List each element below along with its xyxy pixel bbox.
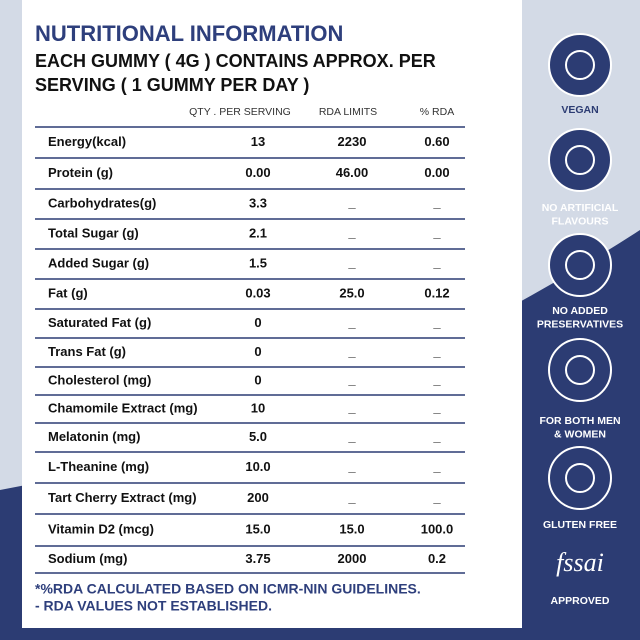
badge-label: NO ADDED [552,305,608,317]
badge-circle [548,446,612,510]
cell: 3.75 [245,551,270,566]
cell: _ [432,429,441,444]
cell: _ [432,490,441,505]
badge-circle [548,33,612,97]
column-header: QTY . PER SERVING [189,106,291,118]
badge-icon [565,355,595,385]
cell: 15.0 [245,521,270,536]
cell: _ [347,255,356,270]
cell: 10 [251,400,265,415]
cell: 13 [251,134,265,149]
row-label: Chamomile Extract (mg) [48,400,198,415]
cell: _ [347,490,356,505]
badge-label: GLUTEN FREE [543,519,617,531]
badge-label: FLAVOURS [552,215,609,227]
badge-label: VEGAN [561,104,598,116]
cell: 100.0 [421,521,454,536]
row-label: Energy(kcal) [48,134,126,149]
row-label: Added Sugar (g) [48,255,149,270]
cell: 46.00 [336,165,369,180]
row-label: Cholesterol (mg) [48,372,151,387]
row-label: Trans Fat (g) [48,344,126,359]
panel [22,0,522,628]
cell: 2.1 [249,225,267,240]
column-header: % RDA [420,106,454,118]
subtitle: EACH GUMMY ( 4G ) CONTAINS APPROX. PER [35,51,436,71]
row-label: Sodium (mg) [48,551,127,566]
row-label: Tart Cherry Extract (mg) [48,490,197,505]
cell: 0 [254,344,261,359]
badge-circle [548,128,612,192]
footnote: *%RDA CALCULATED BASED ON ICMR-NIN GUIDE… [35,581,421,597]
cell: _ [347,459,356,474]
column-header: RDA LIMITS [319,106,377,118]
cell: 200 [247,490,269,505]
cell: _ [347,400,356,415]
cell: _ [432,315,441,330]
cell: 10.0 [245,459,270,474]
cell: 0 [254,315,261,330]
cell: 0.12 [424,285,449,300]
badge-icon [565,145,595,175]
title: NUTRITIONAL INFORMATION [35,21,343,46]
cell: 0.60 [424,134,449,149]
row-label: L-Theanine (mg) [48,459,149,474]
cell: 5.0 [249,429,267,444]
row-label: Protein (g) [48,165,113,180]
badge-label: PRESERVATIVES [537,318,623,330]
badge-circle [548,338,612,402]
cell: _ [347,225,356,240]
cell: _ [432,400,441,415]
badge-icon [565,50,595,80]
cell: _ [347,372,356,387]
badge-label: FOR BOTH MEN [539,415,620,427]
badge-label: APPROVED [551,595,610,607]
badge-label: & WOMEN [554,428,606,440]
badge-circle [548,233,612,297]
cell: 0.2 [428,551,446,566]
cell: _ [347,195,356,210]
cell: 3.3 [249,195,267,210]
cell: _ [432,255,441,270]
cell: _ [432,225,441,240]
subtitle: SERVING ( 1 GUMMY PER DAY ) [35,75,309,95]
cell: 2230 [338,134,367,149]
cell: 1.5 [249,255,267,270]
cell: 0 [254,372,261,387]
cell: _ [347,429,356,444]
cell: _ [432,372,441,387]
cell: _ [347,315,356,330]
cell: _ [432,344,441,359]
cell: 15.0 [339,521,364,536]
cell: 2000 [338,551,367,566]
row-label: Carbohydrates(g) [48,195,156,210]
row-label: Melatonin (mg) [48,429,140,444]
footnote: - RDA VALUES NOT ESTABLISHED. [35,598,272,614]
cell: 0.00 [245,165,270,180]
row-label: Vitamin D2 (mcg) [48,521,154,536]
cell: _ [347,344,356,359]
cell: 0.03 [245,285,270,300]
logo: fssai [556,548,604,577]
badge-label: NO ARTIFICIAL [542,202,619,214]
cell: 25.0 [339,285,364,300]
row-label: Fat (g) [48,285,88,300]
badge-icon [565,250,595,280]
cell: 0.00 [424,165,449,180]
row-label: Saturated Fat (g) [48,315,151,330]
cell: _ [432,195,441,210]
cell: _ [432,459,441,474]
row-label: Total Sugar (g) [48,225,139,240]
badge-icon [565,463,595,493]
